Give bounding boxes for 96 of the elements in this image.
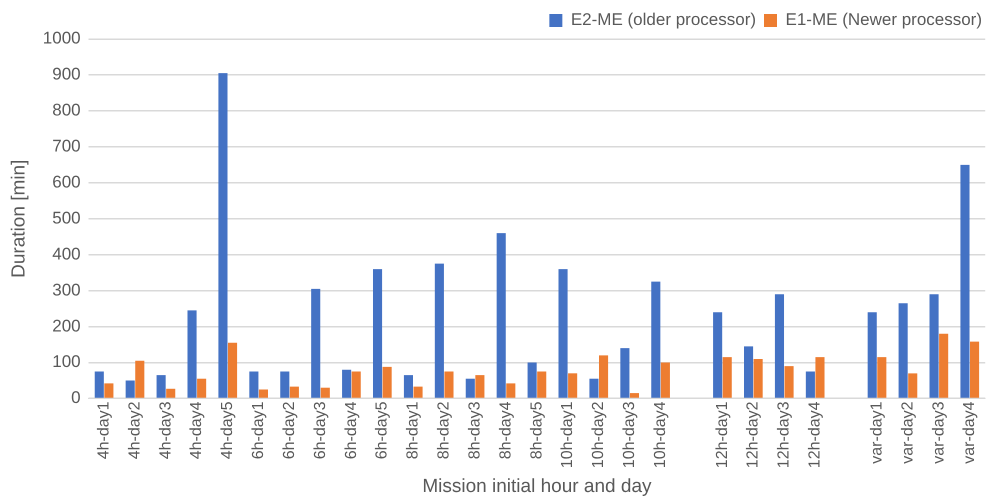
x-tick-label: 12h-day4 [806,401,824,468]
bar [528,362,537,398]
y-tick-label: 700 [52,136,81,156]
bar [806,372,815,398]
x-tick-label: 12h-day1 [714,401,731,468]
x-tick-label: 4h-day5 [219,401,236,460]
y-tick-label: 200 [52,316,81,336]
y-axis-title: Duration [min] [8,160,30,278]
bar [930,294,939,398]
legend-label: E1-ME (Newer processor) [786,10,982,30]
x-tick-label: 4h-day1 [95,401,112,460]
bar [960,164,970,398]
bar [774,294,784,398]
bar [94,372,104,398]
bar [104,383,114,398]
bar [372,269,382,398]
bar [258,389,268,398]
x-tick-label: 8h-day3 [466,401,484,460]
x-tick-label: 10h-day2 [590,401,608,468]
y-tick-label: 900 [52,64,81,84]
x-tick-label: 8h-day1 [404,401,422,460]
bar [898,303,908,398]
bar [970,342,980,398]
bar [320,388,330,398]
x-tick-label: 10h-day1 [559,401,576,468]
bar [630,393,640,398]
y-tick-label: 800 [52,100,81,120]
x-tick-label: 12h-day2 [744,401,762,468]
x-tick-label: var-day3 [930,401,948,464]
bar [280,372,290,398]
bar [135,360,144,398]
bar [744,346,754,398]
bar [434,264,444,398]
x-tick-label: 8h-day2 [436,401,453,460]
bar [352,372,361,398]
x-tick-label: 6h-day1 [250,401,268,460]
bar [660,362,670,398]
x-tick-label: 6h-day3 [312,401,329,460]
bar [908,373,918,398]
bar [589,378,599,398]
bar [598,355,608,398]
bar [568,373,578,398]
bar [713,312,722,398]
x-axis-title: Mission initial hour and day [422,476,652,497]
bar [444,372,454,398]
x-tick-label: 12h-day3 [776,401,793,468]
x-tick-label: 10h-day4 [652,401,669,468]
bar [156,375,166,398]
x-tick-label: 4h-day2 [126,401,144,460]
bar [558,269,568,398]
bar [475,375,484,398]
x-tick-label: 8h-day4 [497,401,514,460]
y-tick-label: 1000 [42,28,81,48]
bar [506,383,516,398]
bar [466,378,475,398]
bar [496,233,506,398]
x-tick-label: 8h-day5 [528,401,546,460]
bar [754,358,763,398]
y-tick-label: 100 [52,352,81,372]
y-tick-label: 500 [52,208,81,228]
legend-label: E2-ME (older processor) [570,10,756,30]
bar [126,380,135,398]
bar [218,73,228,398]
bar [166,388,176,398]
x-tick-label: 6h-day5 [374,401,391,460]
bar [620,348,630,398]
x-tick-label: 6h-day2 [280,401,298,460]
bar [784,366,794,398]
bar [413,386,423,398]
bar [651,282,660,398]
bar [228,342,238,398]
x-tick-label: var-day1 [868,401,886,464]
bar [249,372,258,398]
bar [187,310,197,398]
bar [342,370,352,398]
y-tick-label: 400 [52,244,81,264]
bar [877,357,886,398]
bar [382,366,392,398]
y-tick-label: 600 [52,172,81,192]
bar [722,357,732,398]
bar [537,372,546,398]
x-tick-label: 4h-day4 [188,401,206,460]
x-tick-label: var-day4 [961,401,978,464]
bar [868,312,877,398]
x-tick-label: var-day2 [899,401,916,464]
y-tick-label: 0 [71,388,81,408]
bar [290,386,299,398]
x-tick-label: 4h-day3 [157,401,174,460]
bar [404,375,414,398]
bar [311,288,320,398]
bar [815,357,825,398]
bar [197,378,206,398]
x-tick-label: 10h-day3 [621,401,638,468]
bar [939,334,948,398]
y-tick-label: 300 [52,280,81,300]
x-tick-label: 6h-day4 [342,401,360,460]
